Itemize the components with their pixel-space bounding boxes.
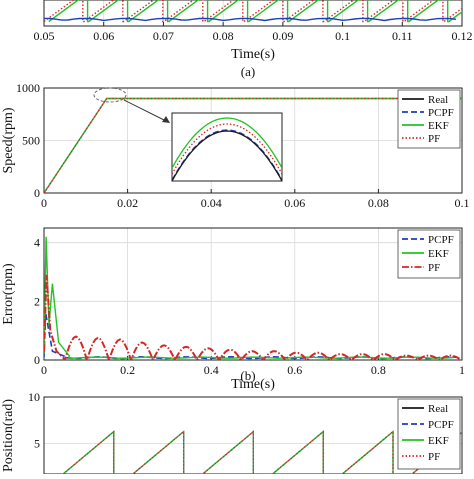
error-series-pf: [44, 274, 462, 360]
panel-a-series: [44, 0, 462, 23]
speed-series: [44, 97, 462, 193]
caption-b: (b): [240, 368, 255, 383]
speed-inset-curve: [172, 117, 282, 169]
error-xtick-label: 0.4: [204, 363, 219, 377]
panel-a-series: [44, 17, 457, 22]
speed-xtick-label: 0.06: [284, 196, 305, 210]
panel-a-xtick-label: 0.07: [153, 29, 174, 43]
error-xtick-label: 0.2: [120, 363, 135, 377]
panel-a-xtick-label: 0.06: [93, 29, 114, 43]
speed-xtick-label: 0: [41, 196, 47, 210]
speed-xtick-label: 0.04: [201, 196, 222, 210]
panel-a-xtick-label: 0.05: [34, 29, 55, 43]
speed-zoom-arrow: [123, 99, 169, 123]
panel-a-frame: [43, 0, 463, 27]
speed-legend-label: PF: [428, 133, 440, 145]
error-frame: [43, 227, 463, 361]
position-ytick-label: 5: [34, 437, 40, 451]
error-xtick-label: 1: [459, 363, 465, 377]
error-series-pcpf: [44, 312, 458, 360]
error-ytick-label: 2: [34, 294, 40, 308]
position-legend-label: PF: [428, 451, 440, 463]
position-ytick-label: 10: [28, 390, 40, 404]
speed-frame: [43, 87, 463, 194]
speed-ylabel: Speed(rpm): [1, 107, 16, 173]
panel-a-xtick-label: 0.11: [392, 29, 413, 43]
speed-inset: [171, 112, 283, 182]
error-legend-label: EKF: [428, 248, 449, 260]
speed-ytick-label: 1000: [16, 81, 40, 95]
position-legend-label: EKF: [428, 435, 449, 447]
speed-inset-curve: [172, 130, 282, 181]
speed-zoom-ellipse: [93, 87, 127, 103]
error-xtick-label: 0.6: [287, 363, 302, 377]
error-series-ekf: [44, 236, 454, 359]
error-xlabel: Time(s): [231, 377, 275, 392]
speed-legend-label: PCPF: [428, 107, 454, 119]
panel-a-xtick-label: 0.12: [452, 29, 473, 43]
panel-a-series: [48, 0, 462, 23]
panel-a-xtick-label: 0.1: [335, 29, 350, 43]
error-xtick-label: 0.8: [371, 363, 386, 377]
error-ytick-label: 0: [34, 353, 40, 367]
position-ylabel: Position(rad): [1, 399, 16, 472]
panel-a-xlabel: Time(s): [231, 47, 275, 62]
error-legend-label: PF: [428, 262, 440, 274]
position-legend-box: [397, 398, 461, 470]
speed-legend-label: Real: [428, 94, 448, 106]
error-xtick-label: 0: [41, 363, 47, 377]
speed-xtick-label: 0.08: [368, 196, 389, 210]
caption-a: (a): [241, 64, 255, 79]
error-legend-label: PCPF: [428, 234, 454, 246]
speed-xtick-label: 0.02: [117, 196, 138, 210]
speed-zoom-arrowhead: [162, 116, 170, 123]
speed-xtick-label: 0.1: [455, 196, 470, 210]
speed-inset-curve: [172, 123, 282, 175]
error-ylabel: Error(rpm): [1, 263, 16, 325]
position-series: [62, 430, 462, 474]
panel-a-xtick-label: 0.09: [272, 29, 293, 43]
error-ytick-label: 4: [34, 236, 40, 250]
position-legend-label: Real: [428, 403, 448, 415]
error-legend-box: [397, 229, 461, 279]
speed-ytick-label: 500: [22, 134, 40, 148]
position-legend-label: PCPF: [428, 419, 454, 431]
speed-ytick-label: 0: [34, 186, 40, 200]
speed-legend-label: EKF: [428, 120, 449, 132]
panel-a-xtick-label: 0.08: [213, 29, 234, 43]
